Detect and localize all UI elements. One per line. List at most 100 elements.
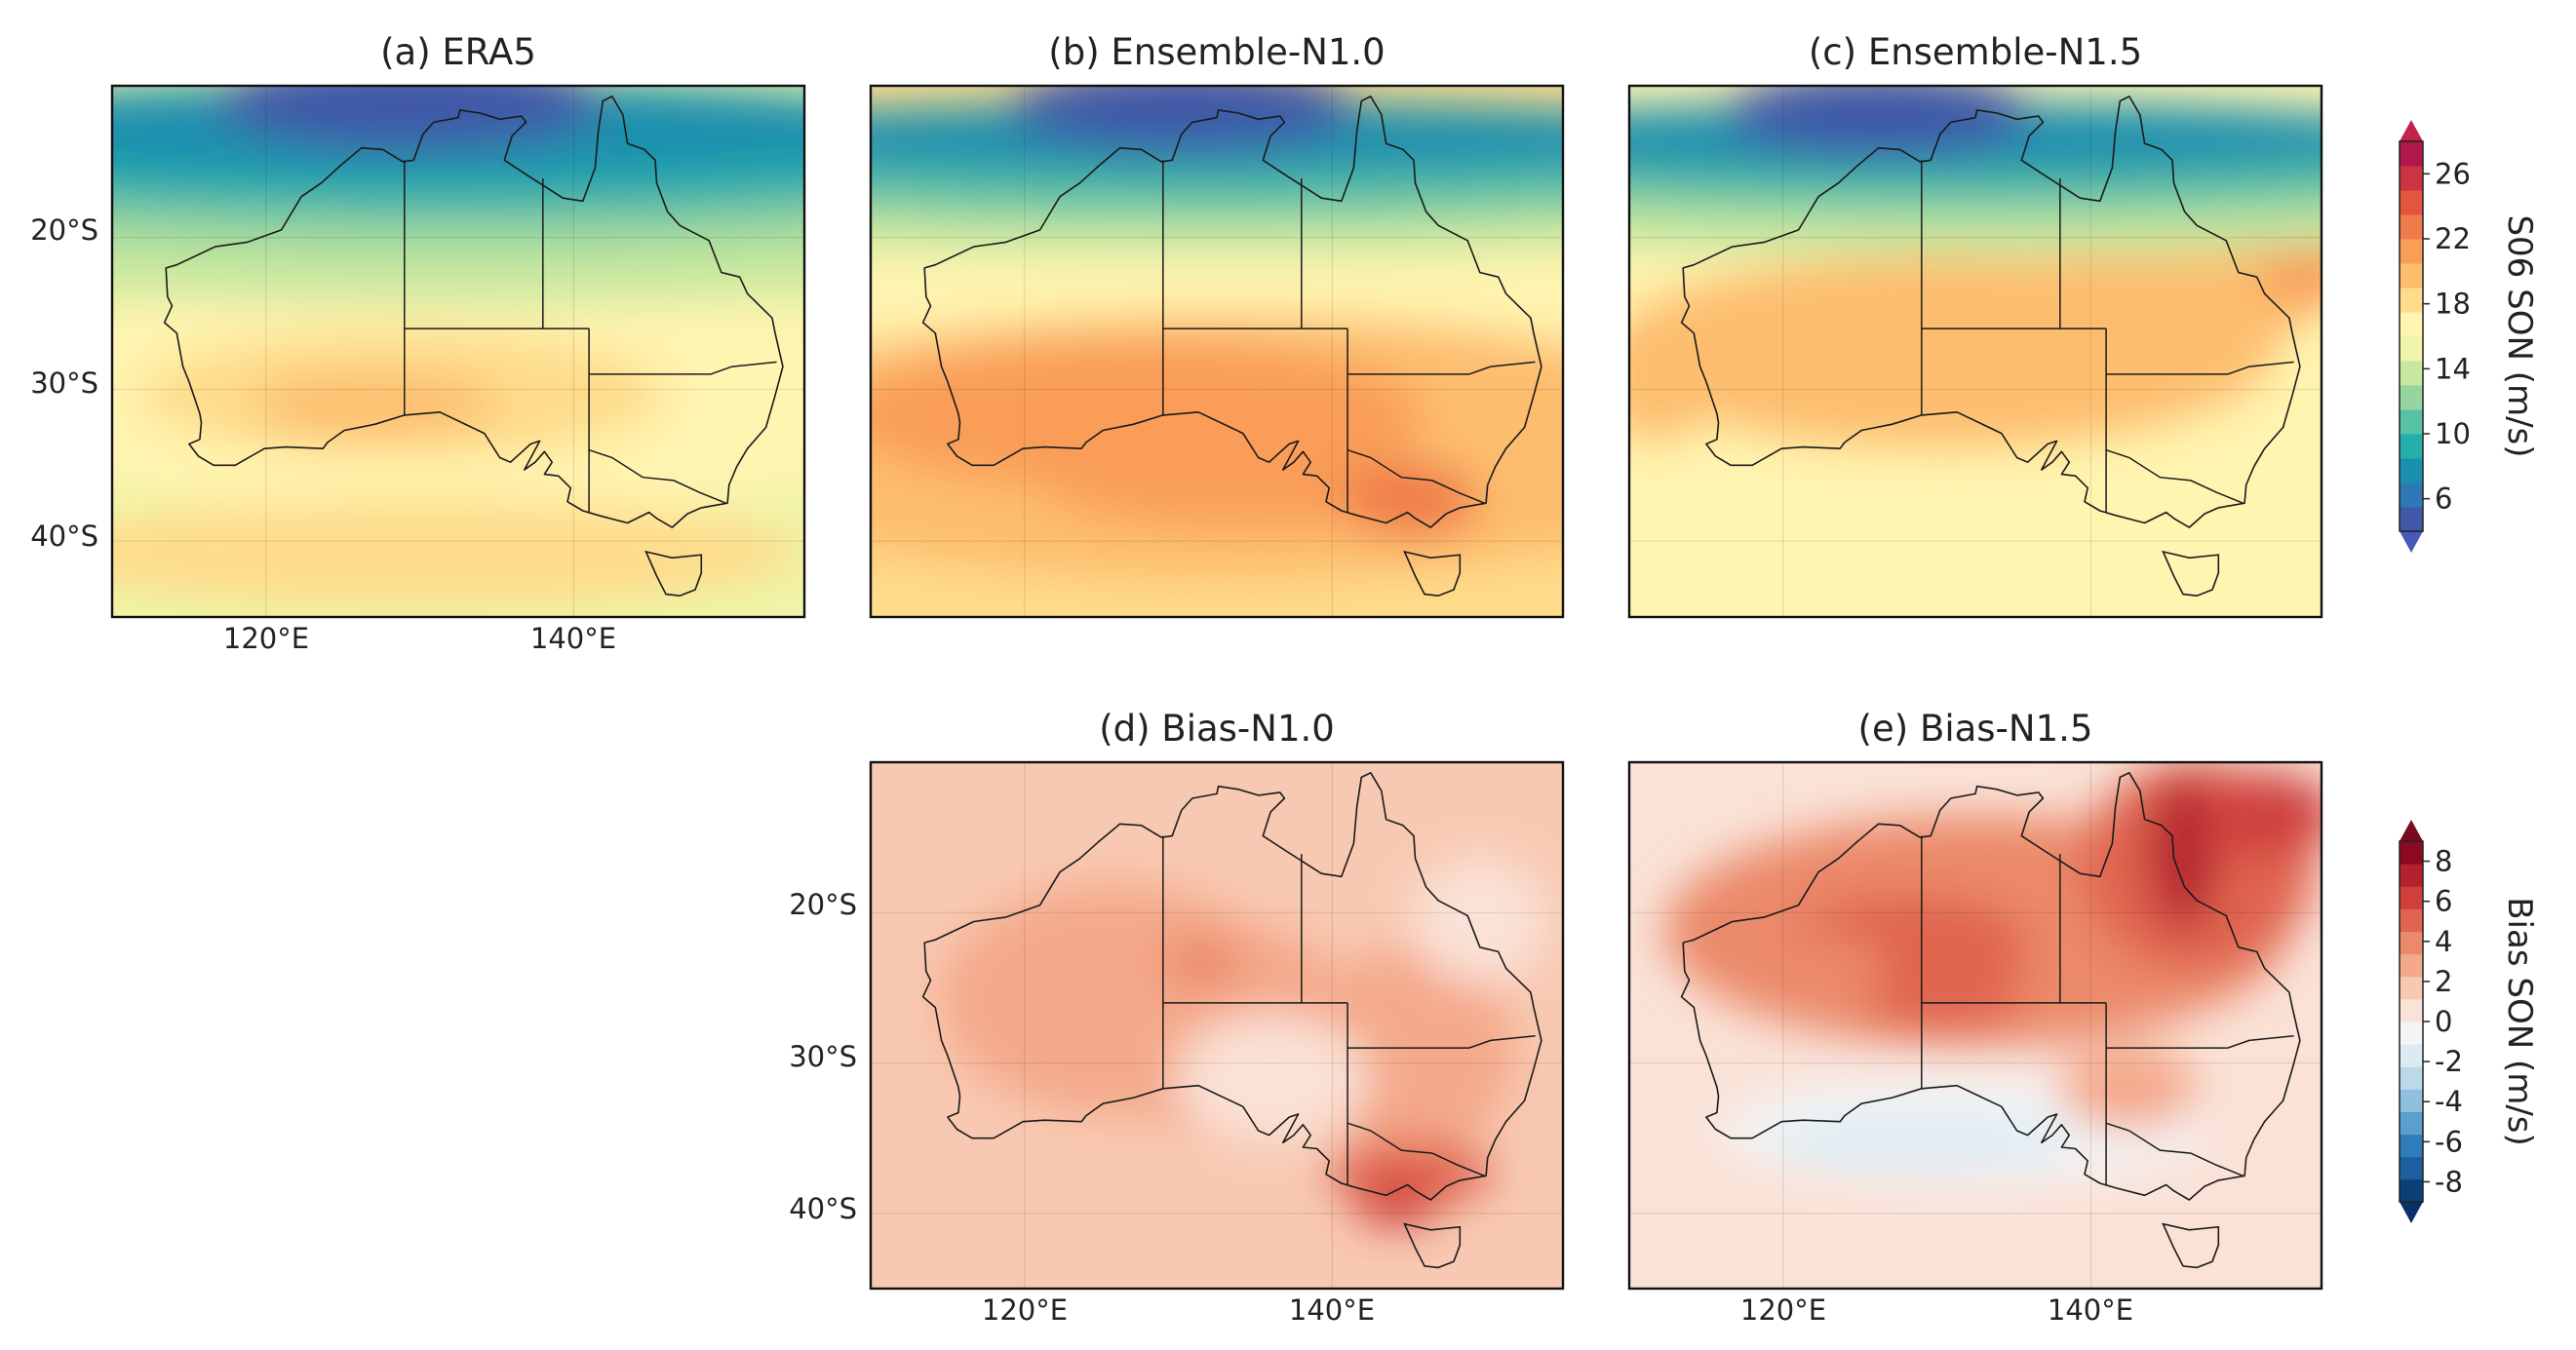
field-contours bbox=[1663, 762, 2322, 1183]
field-contour-patch bbox=[1857, 967, 2024, 1031]
colorbar-tick-label: 0 bbox=[2435, 1005, 2452, 1038]
colorbar-segment bbox=[2400, 141, 2423, 167]
state-border bbox=[589, 361, 777, 375]
lat-tick-30s: 30°S bbox=[30, 366, 98, 400]
panel-title: (b) Ensemble-N1.0 bbox=[1048, 31, 1385, 73]
colorbar-wind-speed: 6 10 14 18 22 26 S06 SON (m/s) bbox=[2399, 120, 2539, 553]
field-layer bbox=[1629, 86, 2322, 617]
lon-tick-120e: 120°E bbox=[223, 622, 309, 655]
colorbar-label: Bias SON (m/s) bbox=[2500, 897, 2539, 1146]
field-contour-patch bbox=[1726, 86, 2031, 155]
colorbar-frame bbox=[2399, 140, 2424, 532]
field-contour-patch bbox=[1175, 1015, 1370, 1141]
panel-e: (e) Bias-N1.5 120°E 140°E bbox=[1627, 708, 2323, 1327]
colorbar-tick-label: 4 bbox=[2435, 925, 2452, 958]
colorbar-extend-min bbox=[2400, 1202, 2423, 1223]
state-border bbox=[588, 448, 726, 504]
colorbar-tick-label: 14 bbox=[2435, 352, 2471, 385]
colorbar-segment bbox=[2400, 214, 2423, 240]
colorbar-segment bbox=[2400, 1111, 2423, 1136]
colorbar-tick-label: -2 bbox=[2435, 1045, 2463, 1078]
field-contour-patch bbox=[215, 86, 605, 150]
state-border bbox=[1347, 448, 1485, 504]
colorbar-segment bbox=[2400, 336, 2423, 362]
lat-tick-40s: 40°S bbox=[789, 1192, 857, 1225]
colorbar-tick-label: -8 bbox=[2435, 1165, 2463, 1198]
colorbar-segment bbox=[2400, 1156, 2423, 1180]
coastline-tasmania bbox=[644, 550, 703, 598]
colorbar-tick-label: -4 bbox=[2435, 1085, 2463, 1118]
coastline-mainland bbox=[921, 96, 1542, 528]
map-frame bbox=[1627, 84, 2323, 619]
colorbar-segment bbox=[2400, 507, 2423, 532]
colorbar-segment bbox=[2400, 239, 2423, 264]
field-contours bbox=[1629, 86, 2322, 607]
field-contour-patch bbox=[1410, 857, 1549, 984]
colorbar-tick-label: 2 bbox=[2435, 965, 2452, 998]
state-border bbox=[2106, 361, 2294, 375]
lon-tick-140e: 140°E bbox=[530, 622, 616, 655]
field-contour-patch bbox=[1629, 521, 2322, 607]
field-contour-patch bbox=[1341, 462, 1480, 538]
panel-title: (e) Bias-N1.5 bbox=[1858, 708, 2093, 750]
panel-a: (a) ERA5 20°S 30°S 40°S 120°E 140°E bbox=[30, 31, 806, 655]
colorbar-bias: -8 -6 -4 -2 0 2 4 6 8 Bias SON (m/s) bbox=[2399, 820, 2539, 1223]
colorbar-segment bbox=[2400, 864, 2423, 887]
colorbar-extend-max bbox=[2400, 820, 2423, 841]
colorbar-ticks: -8 -6 -4 -2 0 2 4 6 8 bbox=[2423, 845, 2463, 1198]
colorbar-segment bbox=[2400, 482, 2423, 508]
lon-tick-120e: 120°E bbox=[982, 1293, 1068, 1327]
field-contour-patch bbox=[112, 500, 804, 607]
colorbar-segment bbox=[2400, 1044, 2423, 1067]
field-contour-patch bbox=[251, 372, 500, 437]
colorbar-tick-label: 22 bbox=[2435, 222, 2471, 255]
map-frame bbox=[869, 760, 1565, 1291]
field-layer bbox=[871, 762, 1563, 1289]
field-layer bbox=[112, 86, 804, 617]
panel-b: (b) Ensemble-N1.0 bbox=[869, 31, 1565, 619]
colorbar-segment bbox=[2400, 1134, 2423, 1158]
coastline-tasmania bbox=[2162, 1222, 2220, 1269]
colorbar-segments bbox=[2400, 841, 2423, 1203]
colorbar-ticks: 6 10 14 18 22 26 bbox=[2423, 157, 2471, 516]
colorbar-segment bbox=[2400, 931, 2423, 955]
colorbar-segment bbox=[2400, 998, 2423, 1022]
coastline-tasmania bbox=[1403, 550, 1462, 598]
state-border bbox=[1347, 1122, 1485, 1176]
coastline-tasmania bbox=[2162, 550, 2220, 598]
colorbar-segment bbox=[2400, 190, 2423, 215]
colorbar-segment bbox=[2400, 1089, 2423, 1112]
colorbar-segment bbox=[2400, 263, 2423, 289]
state-border bbox=[1347, 361, 1536, 375]
colorbar-tick-label: 10 bbox=[2435, 417, 2471, 450]
colorbar-tick-label: -6 bbox=[2435, 1125, 2463, 1158]
state-border bbox=[2105, 448, 2244, 504]
colorbar-segment bbox=[2400, 953, 2423, 978]
lon-tick-140e: 140°E bbox=[2048, 1293, 2133, 1327]
colorbar-label: S06 SON (m/s) bbox=[2500, 214, 2539, 457]
colorbar-tick-label: 8 bbox=[2435, 845, 2452, 878]
colorbar-segment bbox=[2400, 1178, 2423, 1203]
coastline-mainland bbox=[1680, 772, 2301, 1201]
coastline-tasmania bbox=[1403, 1222, 1462, 1269]
colorbar-segments bbox=[2400, 141, 2423, 532]
colorbar-extend-max bbox=[2400, 120, 2423, 141]
lat-tick-20s: 20°S bbox=[789, 888, 857, 921]
australia-outline bbox=[921, 96, 1542, 598]
colorbar-segment bbox=[2400, 1066, 2423, 1090]
colorbar-segment bbox=[2400, 841, 2423, 865]
coastline-mainland bbox=[921, 772, 1542, 1201]
colorbar-segment bbox=[2400, 166, 2423, 191]
australia-outline bbox=[921, 772, 1542, 1269]
field-contour-patch bbox=[2197, 772, 2322, 858]
colorbar-tick-label: 26 bbox=[2435, 157, 2471, 190]
colorbar-segment bbox=[2400, 409, 2423, 435]
panel-title: (d) Bias-N1.0 bbox=[1099, 708, 1335, 750]
state-border bbox=[1347, 1035, 1536, 1049]
colorbar-segment bbox=[2400, 361, 2423, 386]
colorbar-segment bbox=[2400, 434, 2423, 459]
field-contours bbox=[871, 86, 1563, 580]
field-contours bbox=[940, 857, 1549, 1226]
field-contour-patch bbox=[1327, 1140, 1494, 1205]
lat-tick-30s: 30°S bbox=[789, 1040, 857, 1073]
